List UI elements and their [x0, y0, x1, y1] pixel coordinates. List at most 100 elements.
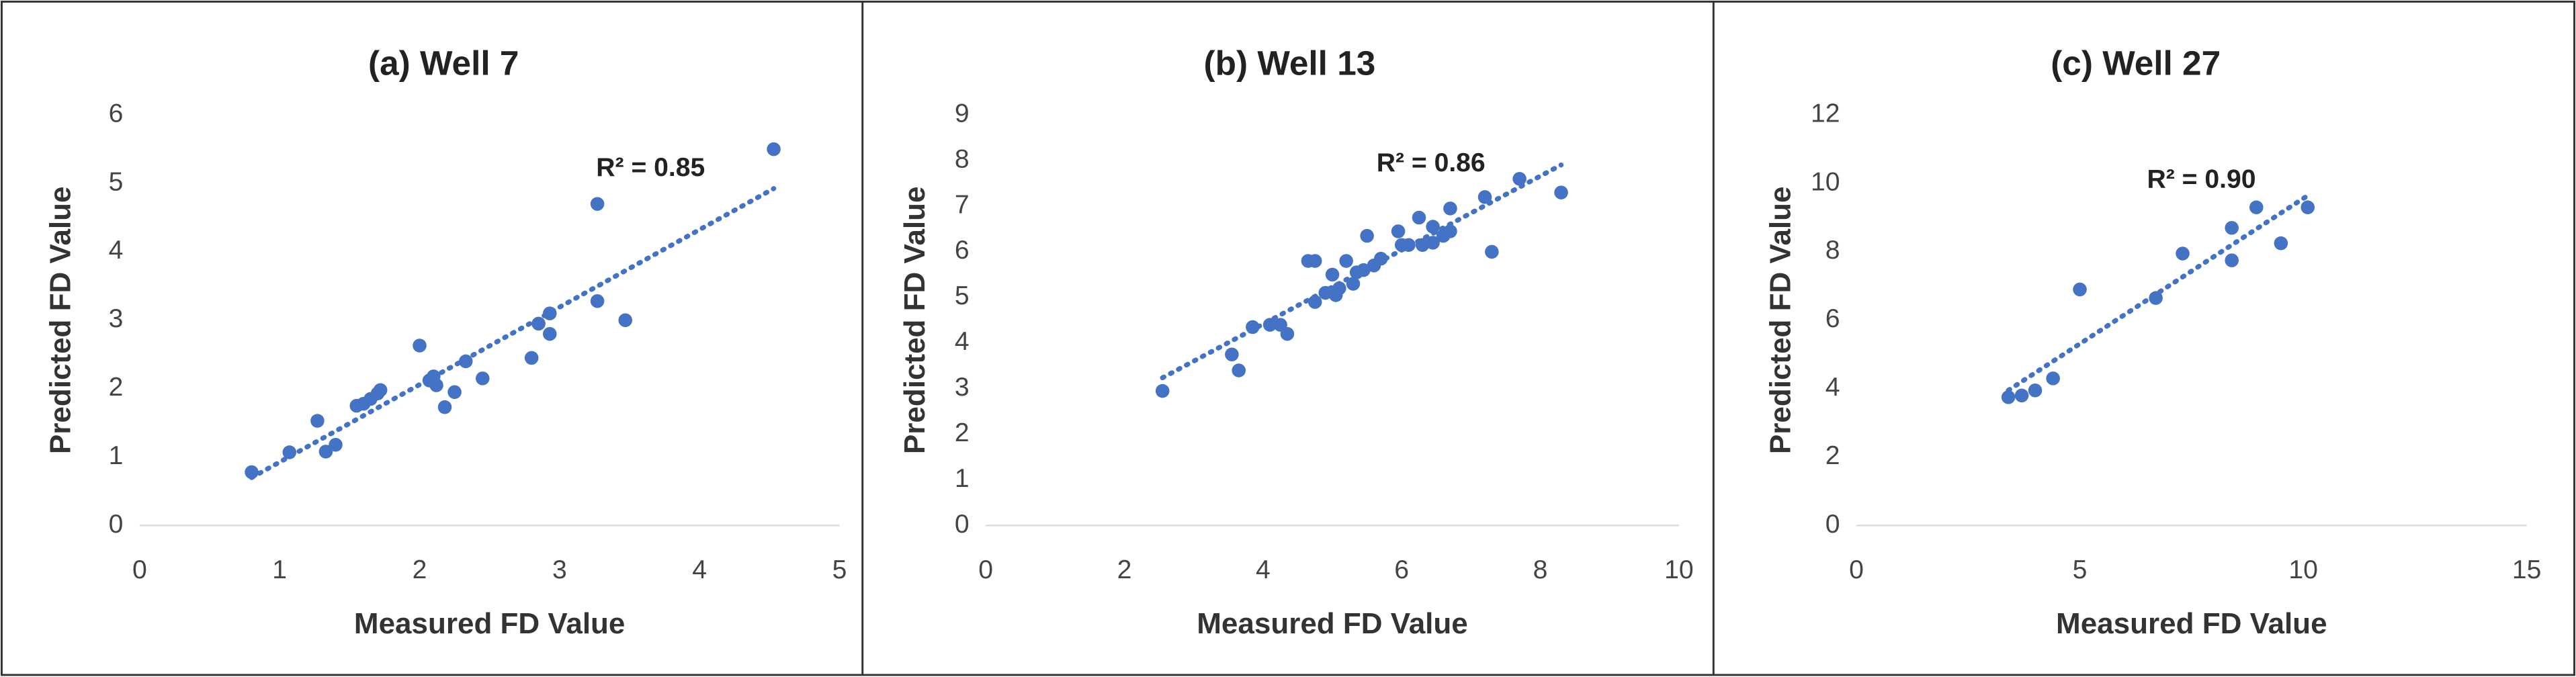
- x-tick-label: 0: [978, 555, 993, 584]
- point: [542, 326, 557, 341]
- y-tick-label: 2: [955, 418, 970, 447]
- point: [1339, 254, 1353, 268]
- chart-title: (b) Well 13: [1204, 44, 1376, 82]
- x-tick-label: 10: [1664, 555, 1694, 584]
- x-tick-label: 5: [832, 555, 847, 584]
- y-tick-label: 5: [955, 281, 970, 310]
- point: [542, 306, 557, 320]
- point: [1485, 244, 1499, 259]
- x-tick-label: 3: [552, 555, 567, 584]
- x-axis-label: Measured FD Value: [2056, 607, 2327, 640]
- y-tick-label: 7: [955, 190, 970, 219]
- x-tick-label: 6: [1394, 555, 1409, 584]
- point: [2028, 383, 2043, 398]
- y-tick-label: 4: [1826, 373, 1840, 402]
- y-tick-label: 1: [109, 441, 124, 470]
- x-tick-label: 0: [132, 555, 147, 584]
- point: [1246, 320, 1260, 334]
- y-axis-label: Predicted FD Value: [44, 187, 77, 455]
- point: [447, 385, 462, 400]
- point: [1443, 224, 1457, 238]
- point: [1155, 383, 1170, 398]
- point: [1415, 238, 1430, 252]
- point: [2274, 236, 2288, 251]
- point: [1318, 285, 1332, 300]
- point: [1307, 295, 1322, 309]
- point: [2149, 291, 2163, 305]
- x-tick-label: 8: [1533, 555, 1548, 584]
- point: [1443, 201, 1457, 216]
- point: [2073, 282, 2087, 297]
- y-tick-label: 3: [955, 373, 970, 402]
- point: [2014, 388, 2029, 403]
- y-tick-label: 2: [109, 373, 124, 402]
- point: [2225, 220, 2239, 235]
- x-tick-label: 10: [2288, 555, 2318, 584]
- panel: (a) Well 7 0 1 2 3 4 5 6 0 1 2 3 4 5 Measured FD Value…: [44, 44, 847, 640]
- point: [1262, 318, 1277, 332]
- point: [429, 378, 443, 392]
- point: [2176, 246, 2190, 261]
- point: [1426, 220, 1440, 234]
- chart-title: (a) Well 7: [368, 44, 519, 82]
- point: [310, 414, 325, 428]
- point: [2225, 253, 2239, 267]
- y-tick-label: 4: [109, 236, 124, 265]
- point: [475, 371, 490, 386]
- point: [2001, 390, 2016, 404]
- y-tick-label: 4: [955, 327, 970, 356]
- point: [1325, 267, 1340, 282]
- x-axis-label: Measured FD Value: [1197, 607, 1467, 640]
- point: [282, 445, 297, 459]
- annotation: R² = 0.85: [596, 153, 705, 182]
- panel: (c) Well 27 0 2 4 6 8 10 12 0 5 10 15 Measured FD Va…: [1764, 44, 2542, 640]
- y-tick-label: 6: [109, 99, 124, 128]
- trendline: [249, 186, 777, 480]
- y-tick-label: 9: [955, 99, 970, 128]
- point: [1512, 171, 1527, 186]
- annotation: R² = 0.86: [1377, 148, 1486, 177]
- x-tick-label: 0: [1849, 555, 1864, 584]
- panel: (b) Well 13 0 1 2 3 4 5 6 7 8 9 0 2 4 6 8 10 Measured FD …: [898, 44, 1694, 640]
- y-axis-label: Predicted FD Value: [1764, 187, 1797, 455]
- y-tick-label: 0: [1826, 510, 1840, 539]
- x-tick-label: 2: [1117, 555, 1132, 584]
- y-tick-label: 10: [1811, 167, 1840, 196]
- point: [1357, 263, 1371, 277]
- point: [1346, 277, 1361, 291]
- x-tick-label: 4: [1256, 555, 1271, 584]
- point: [458, 354, 473, 369]
- x-tick-label: 4: [692, 555, 707, 584]
- point: [1402, 238, 1416, 252]
- y-axis-label: Predicted FD Value: [898, 187, 931, 455]
- point: [1360, 228, 1374, 243]
- annotation: R² = 0.90: [2147, 165, 2256, 193]
- point: [1307, 254, 1322, 268]
- x-axis-label: Measured FD Value: [354, 607, 625, 640]
- point: [1225, 347, 1239, 362]
- y-tick-label: 3: [109, 304, 124, 333]
- point: [437, 400, 452, 414]
- y-tick-label: 8: [1826, 236, 1840, 265]
- point: [318, 445, 333, 459]
- y-tick-label: 6: [1826, 304, 1840, 333]
- point: [618, 313, 633, 328]
- point: [767, 142, 781, 156]
- x-tick-label: 15: [2512, 555, 2542, 584]
- point: [1232, 363, 1246, 377]
- point: [1412, 210, 1426, 225]
- point: [1373, 251, 1388, 266]
- point: [1332, 281, 1346, 296]
- point: [1477, 190, 1492, 204]
- y-tick-label: 0: [955, 510, 970, 539]
- y-tick-label: 5: [109, 167, 124, 196]
- x-tick-label: 1: [272, 555, 287, 584]
- x-tick-label: 2: [413, 555, 427, 584]
- point: [1426, 236, 1440, 250]
- point: [531, 316, 546, 331]
- y-tick-label: 8: [955, 144, 970, 173]
- y-tick-label: 0: [109, 510, 124, 539]
- point: [524, 351, 539, 365]
